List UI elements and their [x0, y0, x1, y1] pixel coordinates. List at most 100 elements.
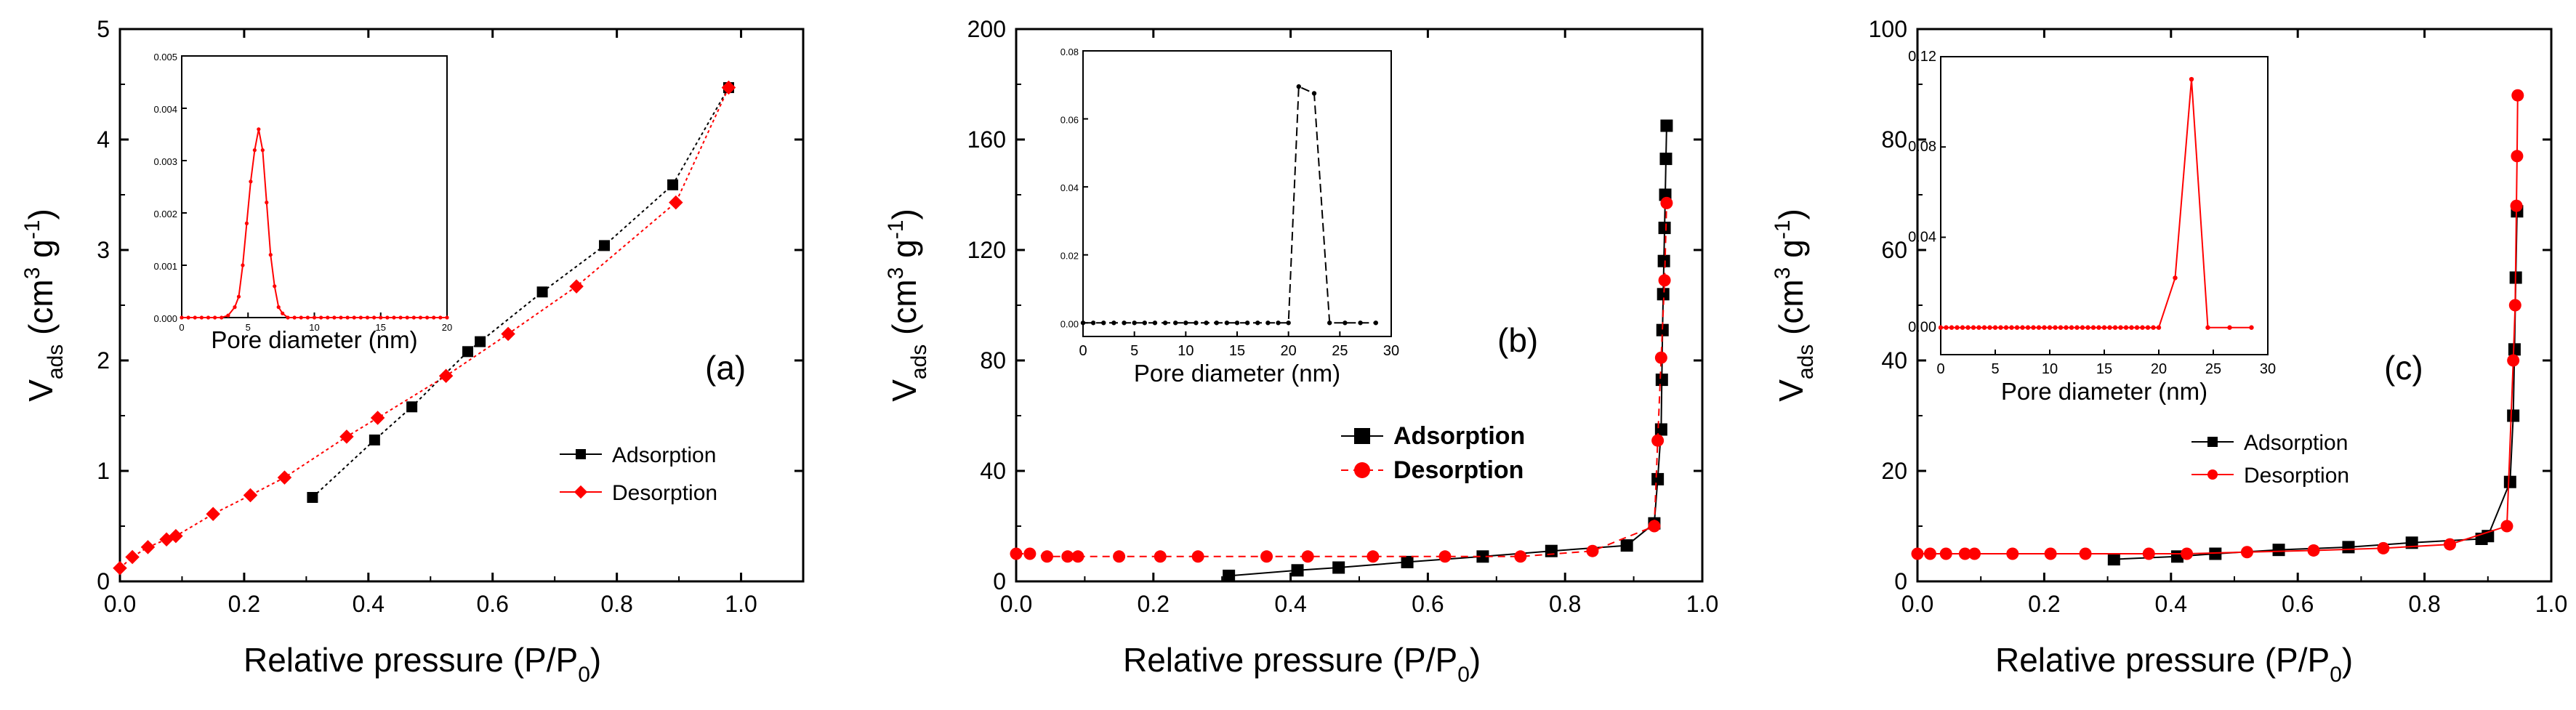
inset-data-point — [385, 315, 390, 320]
inset-data-point — [1327, 320, 1332, 326]
data-point — [1659, 153, 1673, 166]
data-point — [1968, 547, 1981, 560]
inset-data-point — [2151, 325, 2156, 330]
x-axis-title: Relative pressure (P/P0) — [1123, 641, 1481, 687]
inset-data-point — [1152, 320, 1158, 326]
y-axis-title-main: V — [1772, 379, 1810, 402]
inset-data-point — [1194, 320, 1199, 326]
inset-data-point — [1265, 320, 1271, 326]
inset-data-point — [2053, 325, 2058, 330]
y-axis-title-sup: -1 — [1771, 220, 1795, 240]
inset-y-tick-label: 0.000 — [153, 313, 177, 324]
legend-marker — [573, 485, 588, 499]
inset-data-point — [432, 315, 436, 320]
y-tick-label: 0 — [97, 568, 110, 594]
data-point — [1040, 550, 1053, 563]
inset-data-point — [299, 315, 303, 320]
x-axis-title-main: Relative pressure (P/P — [1995, 641, 2330, 679]
data-point — [1191, 550, 1204, 563]
x-tick-label: 0.8 — [2408, 591, 2440, 617]
data-point — [599, 240, 611, 251]
inset-data-point — [2140, 325, 2145, 330]
data-point — [1958, 547, 1971, 560]
inset-data-point — [2036, 325, 2042, 330]
inset-y-tick-label: 0.00 — [1908, 320, 1936, 336]
inset-data-point — [398, 315, 403, 320]
data-point — [2107, 553, 2120, 566]
inset-data-point — [1987, 325, 1992, 330]
inset-data-point — [1998, 325, 2003, 330]
inset-data-point — [372, 315, 377, 320]
y-tick-label: 80 — [980, 347, 1006, 374]
inset-data-point — [365, 315, 370, 320]
y-axis-title-units: g — [885, 239, 923, 267]
inset-data-point — [1358, 320, 1363, 326]
inset-series — [1080, 84, 1379, 326]
y-axis-title: Vads (cm3 g-1) — [884, 209, 931, 402]
data-point — [1658, 274, 1671, 287]
data-point — [1654, 351, 1667, 364]
inset-data-point — [220, 315, 224, 320]
data-point — [2507, 354, 2520, 367]
y-axis-title-units: (cm — [1772, 279, 1810, 344]
inset-x-tick-label: 0 — [1936, 361, 1944, 377]
inset-x-tick-label: 5 — [246, 322, 251, 333]
data-point — [140, 540, 156, 554]
series-desorption — [1010, 196, 1673, 563]
inset-y-tick-label: 0.06 — [1060, 115, 1079, 126]
legend-label: Adsorption — [1393, 422, 1525, 450]
inset-data-point — [1244, 320, 1250, 326]
inset-x-tick-label: 30 — [1383, 343, 1399, 359]
data-point — [1023, 547, 1037, 560]
inset-data-point — [2101, 325, 2107, 330]
data-point — [2500, 520, 2513, 533]
inset-data-point — [305, 315, 310, 320]
inset-data-point — [1373, 320, 1379, 326]
series-desorption — [1911, 89, 2524, 560]
inset-data-point — [319, 315, 323, 320]
data-point — [169, 528, 183, 544]
inset-data-point — [1960, 325, 1965, 330]
y-axis-title-sup: 3 — [884, 267, 908, 280]
x-tick-label: 0.4 — [1274, 591, 1306, 617]
data-point — [243, 488, 258, 503]
inset-data-point — [2189, 76, 2194, 82]
inset-data-point — [2134, 325, 2140, 330]
inset-data-point — [352, 315, 356, 320]
y-axis-title-units: ) — [1772, 209, 1810, 219]
y-axis-title: Vads (cm3 g-1) — [20, 209, 68, 402]
y-axis-title-group: Vads (cm3 g-1) — [20, 209, 68, 402]
inset-data-point — [2009, 325, 2014, 330]
inset-data-point — [2085, 325, 2090, 330]
data-point — [369, 434, 380, 445]
data-point — [1010, 547, 1023, 560]
inset-data-point — [186, 315, 190, 320]
data-point — [2142, 547, 2155, 560]
data-point — [1260, 550, 1273, 563]
data-point — [277, 470, 292, 485]
inset-data-point — [345, 315, 350, 320]
inset-data-point — [1949, 325, 1955, 330]
x-tick-label: 0.0 — [104, 591, 136, 617]
inset-data-point — [2145, 325, 2151, 330]
x-axis-title-sub: 0 — [578, 663, 590, 687]
inset-y-tick-label: 0.00 — [1060, 318, 1079, 329]
inset-data-point — [2031, 325, 2036, 330]
inset-x-tick-label: 30 — [2260, 361, 2276, 377]
inset-x-axis-title: Pore diameter (nm) — [211, 326, 417, 353]
inset-frame — [1082, 50, 1392, 337]
y-axis-title-units: g — [1772, 239, 1810, 267]
data-point — [1545, 544, 1558, 557]
inset-data-point — [1142, 320, 1148, 326]
y-axis-title-main: V — [22, 379, 60, 402]
inset-data-point — [2173, 275, 2178, 281]
inset-data-point — [1965, 325, 1971, 330]
legend-label: Adsorption — [2244, 431, 2348, 455]
data-point — [2511, 89, 2524, 102]
inset-x-tick-label: 10 — [2042, 361, 2058, 377]
inset-data-point — [2205, 325, 2210, 330]
inset-x-tick-label: 15 — [376, 322, 386, 333]
y-tick-label: 40 — [980, 458, 1006, 484]
data-point — [1939, 547, 1952, 560]
inset-data-point — [2014, 325, 2020, 330]
